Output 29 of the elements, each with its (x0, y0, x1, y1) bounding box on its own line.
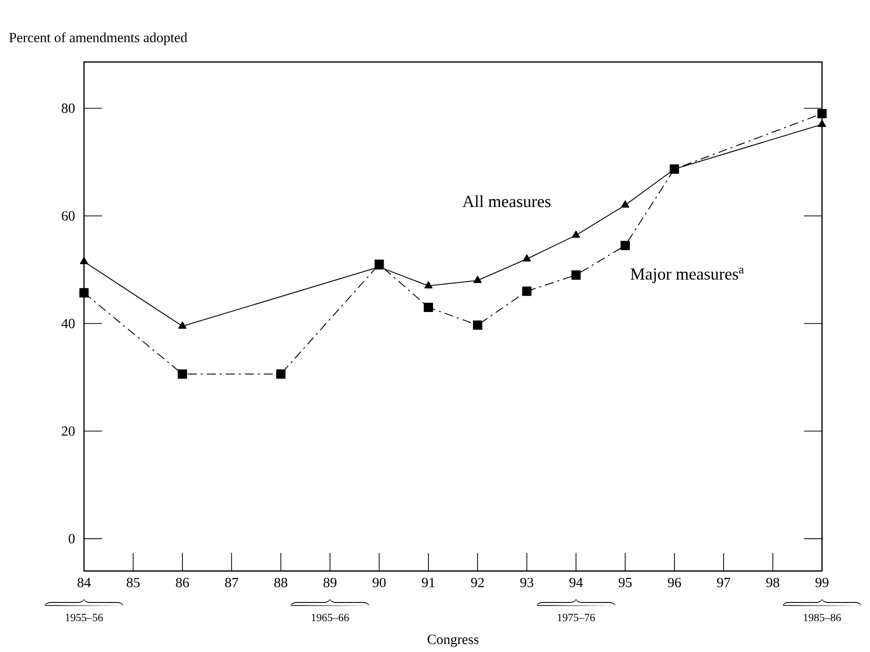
x-tick-label: 86 (176, 578, 189, 588)
text: 1985–86 (804, 614, 841, 622)
x-axis-title: Congress (428, 634, 478, 648)
text: All measures (462, 195, 551, 208)
x-tick-label: 94 (569, 578, 583, 588)
x-tick-label: 95 (618, 578, 632, 588)
x-tick-label: 91 (422, 578, 435, 588)
x-tick-label: 84 (78, 578, 91, 588)
x-tick-label: 96 (668, 578, 681, 588)
x-tick-label: 90 (372, 578, 386, 588)
x-tick-label: 85 (126, 578, 140, 588)
x-tick-label: 89 (324, 578, 336, 588)
y-tick-label: 80 (62, 104, 75, 114)
y-tick-label: 40 (61, 318, 75, 328)
x-tick-label: 97 (717, 578, 730, 588)
text: 1955–56 (66, 614, 103, 622)
y-tick-label: 20 (62, 426, 75, 436)
x-tick-label: 88 (274, 578, 288, 588)
y-tick-label: 0 (68, 534, 75, 544)
x-tick-label: 99 (815, 578, 828, 588)
y-axis-title: Percent of amendments adopted (9, 32, 188, 46)
y-tick-label: 60 (62, 211, 75, 221)
series-label: Major measures$^{a}$ (630, 268, 744, 284)
x-tick-label: 98 (766, 578, 780, 588)
text: 1975–76 (558, 614, 595, 622)
x-tick-label: 87 (225, 578, 238, 588)
text: 1965–66 (312, 614, 349, 622)
x-tick-label: 92 (471, 578, 484, 588)
x-tick-label: 93 (520, 578, 534, 588)
